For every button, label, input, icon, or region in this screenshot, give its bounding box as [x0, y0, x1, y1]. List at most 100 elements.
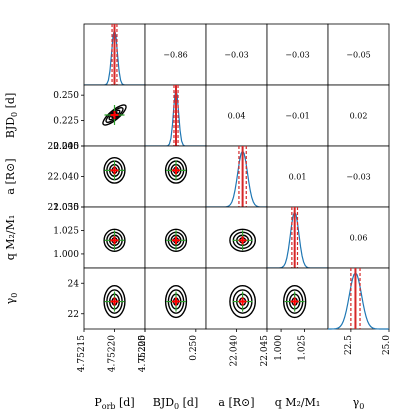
panel-0-4	[327, 23, 390, 86]
panel-frame	[266, 145, 329, 208]
xtick-label-gamma0-0: 22.5	[344, 335, 354, 355]
correlation-1-4: 0.02	[350, 112, 368, 121]
panel-frame	[205, 145, 268, 208]
corner-panels: −0.86 −0.03 −0.03 −0.05 0.04 −0.01 0.02 0.01 −0.…	[83, 23, 390, 330]
panel-1-4	[327, 84, 390, 147]
panel-0-0	[83, 23, 146, 86]
axis-label-a: a [R⊙]	[4, 158, 17, 194]
panel-3-3	[266, 206, 329, 269]
contour-4-2-3	[229, 284, 256, 319]
xtick-label-Porb-2: 4.75225	[138, 335, 148, 372]
center-marker	[172, 297, 181, 306]
panel-1-3	[266, 84, 329, 147]
panel-3-1	[144, 206, 207, 269]
panel-1-2	[205, 84, 268, 147]
tick-labels: 0.200 0.225 0.250 22.035 22.040 22.045 1.000 1.…	[48, 91, 393, 372]
panel-4-3	[266, 267, 329, 330]
xtick-label-gamma0-1: 25.0	[382, 335, 392, 355]
panel-3-4	[327, 206, 390, 269]
xtick-label-Porb-0: 4.75215	[77, 335, 87, 372]
panel-1-0	[83, 84, 146, 147]
panel-3-2	[205, 206, 268, 269]
center-marker	[110, 110, 119, 119]
xtick-label-BJD0-0: 0.200	[138, 335, 148, 361]
ytick-label-a-0: 22.035	[48, 203, 80, 213]
panel-frame	[327, 267, 390, 330]
center-marker	[290, 297, 299, 306]
axis-label-gamma0: γ0	[4, 293, 19, 305]
contour-1-0-1	[108, 109, 121, 121]
panel-4-4	[327, 267, 390, 330]
panel-4-1	[144, 267, 207, 330]
center-marker	[238, 297, 247, 306]
ytick-label-gamma0-1: 24	[68, 279, 80, 289]
contour-3-2-3	[229, 228, 256, 252]
correlation-0-4: −0.05	[346, 51, 371, 60]
axis-label-q: q M₂/M₁	[275, 396, 321, 409]
xtick-label-Porb-1: 4.75220	[108, 335, 118, 372]
panel-4-2	[205, 267, 268, 330]
panel-frame	[205, 84, 268, 147]
axis-labels: BJD0 [d] a [R⊙] q M₂/M₁ γ0 Porb [d] BJD0 [d]…	[4, 93, 364, 411]
ytick-label-q-1: 1.025	[53, 226, 79, 236]
panel-1-1	[144, 84, 207, 147]
axis-label-gamma0: γ0	[353, 396, 365, 411]
correlation-0-1: −0.86	[163, 51, 188, 60]
axis-label-BJD0: BJD0 [d]	[4, 93, 19, 139]
ytick-label-gamma0-0: 22	[68, 310, 79, 320]
center-marker	[110, 236, 119, 245]
center-marker	[110, 166, 119, 175]
correlation-0-3: −0.03	[285, 51, 310, 60]
panel-4-0	[83, 267, 146, 330]
panel-2-0	[83, 145, 146, 208]
ytick-label-q-0: 1.000	[53, 250, 79, 260]
panel-2-1	[144, 145, 207, 208]
contour-3-1-3	[164, 228, 188, 252]
axis-label-q: q M₂/M₁	[4, 215, 17, 261]
ytick-label-BJD0-0: 0.200	[53, 142, 79, 152]
ytick-label-a-2: 22.045	[48, 142, 80, 152]
correlation-1-3: −0.01	[285, 112, 310, 121]
correlation-2-3: 0.01	[289, 173, 307, 182]
ytick-label-a-1: 22.040	[48, 173, 80, 183]
center-marker	[110, 297, 119, 306]
xtick-label-BJD0-1: 0.250	[189, 335, 199, 361]
correlation-2-4: −0.03	[346, 173, 371, 182]
panel-0-2	[205, 23, 268, 86]
panel-2-4	[327, 145, 390, 208]
center-marker	[172, 166, 181, 175]
xtick-label-q-0: 1.000	[274, 335, 284, 361]
panel-frame	[205, 267, 268, 330]
center-marker	[238, 236, 247, 245]
panel-frame	[266, 267, 329, 330]
ytick-label-q-2: 1.050	[53, 203, 79, 213]
contour-2-1-3	[164, 157, 188, 184]
panel-2-2	[205, 145, 268, 208]
panel-0-3	[266, 23, 329, 86]
contour-4-3-3	[283, 284, 307, 319]
correlation-3-4: 0.06	[350, 234, 368, 243]
panel-frame	[327, 84, 390, 147]
correlation-1-2: 0.04	[228, 112, 246, 121]
panel-frame	[205, 206, 268, 269]
contour-1-0-3	[102, 104, 127, 126]
contour-2-0-3	[103, 157, 126, 184]
ytick-label-BJD0-1: 0.225	[53, 117, 79, 127]
axis-label-a: a [R⊙]	[218, 396, 254, 409]
panel-3-0	[83, 206, 146, 269]
xtick-label-a-0: 22.040	[230, 335, 240, 367]
contour-1-0-2	[105, 106, 124, 124]
axis-label-Porb: Porb [d]	[94, 396, 134, 411]
axis-label-BJD0: BJD0 [d]	[153, 396, 199, 411]
contour-3-0-3	[103, 228, 126, 252]
panel-frame	[327, 23, 390, 86]
center-marker	[172, 236, 181, 245]
contour-4-1-3	[164, 284, 188, 319]
panel-frame	[327, 206, 390, 269]
xtick-label-a-1: 22.045	[260, 335, 270, 367]
xtick-label-q-1: 1.025	[298, 335, 308, 361]
correlation-0-2: −0.03	[224, 51, 249, 60]
panel-frame	[266, 84, 329, 147]
ytick-label-BJD0-2: 0.250	[53, 91, 79, 101]
